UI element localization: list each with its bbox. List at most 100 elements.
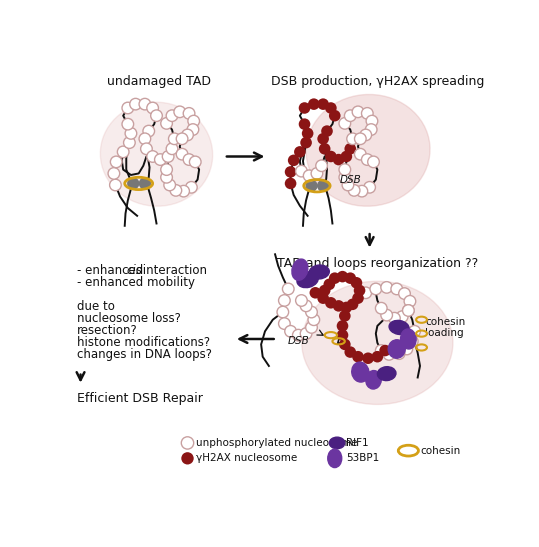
Circle shape bbox=[166, 110, 178, 121]
Text: due to: due to bbox=[77, 300, 115, 313]
Circle shape bbox=[299, 102, 310, 114]
Circle shape bbox=[188, 115, 199, 127]
Ellipse shape bbox=[328, 449, 342, 468]
Circle shape bbox=[409, 325, 420, 337]
Circle shape bbox=[161, 118, 172, 129]
Circle shape bbox=[344, 346, 356, 358]
Circle shape bbox=[360, 129, 371, 141]
Circle shape bbox=[356, 185, 368, 197]
Circle shape bbox=[151, 110, 162, 121]
Circle shape bbox=[321, 125, 333, 137]
Circle shape bbox=[339, 310, 351, 322]
Circle shape bbox=[344, 110, 356, 121]
Text: resection?: resection? bbox=[77, 324, 137, 337]
Ellipse shape bbox=[377, 366, 396, 381]
Circle shape bbox=[282, 283, 294, 295]
Circle shape bbox=[339, 172, 351, 183]
Circle shape bbox=[325, 102, 337, 114]
Text: histone modifications?: histone modifications? bbox=[77, 336, 210, 349]
Circle shape bbox=[161, 172, 172, 183]
Circle shape bbox=[399, 288, 410, 299]
Circle shape bbox=[391, 283, 403, 295]
Circle shape bbox=[130, 98, 141, 110]
Circle shape bbox=[182, 129, 194, 141]
Text: DSB: DSB bbox=[340, 174, 362, 184]
Text: - enhanced mobility: - enhanced mobility bbox=[77, 276, 195, 289]
Circle shape bbox=[317, 98, 329, 110]
Ellipse shape bbox=[302, 281, 453, 404]
Circle shape bbox=[354, 284, 365, 296]
Circle shape bbox=[181, 452, 194, 464]
Ellipse shape bbox=[400, 329, 416, 349]
Circle shape bbox=[183, 108, 195, 119]
Circle shape bbox=[362, 352, 374, 364]
Circle shape bbox=[294, 146, 306, 158]
Circle shape bbox=[381, 310, 392, 321]
Circle shape bbox=[381, 282, 392, 293]
Circle shape bbox=[316, 160, 327, 172]
Circle shape bbox=[187, 124, 199, 135]
Ellipse shape bbox=[329, 437, 345, 449]
Circle shape bbox=[123, 137, 135, 148]
Circle shape bbox=[299, 118, 310, 130]
Circle shape bbox=[155, 154, 166, 165]
Circle shape bbox=[404, 295, 416, 307]
Circle shape bbox=[341, 301, 352, 313]
Ellipse shape bbox=[297, 272, 319, 288]
Circle shape bbox=[308, 98, 320, 110]
Circle shape bbox=[319, 143, 330, 155]
Text: nucleosome loss?: nucleosome loss? bbox=[77, 312, 181, 325]
Circle shape bbox=[311, 168, 323, 179]
Circle shape bbox=[139, 133, 151, 144]
Circle shape bbox=[176, 133, 188, 144]
Circle shape bbox=[185, 182, 197, 193]
Circle shape bbox=[128, 178, 139, 189]
Circle shape bbox=[279, 295, 290, 306]
Ellipse shape bbox=[292, 259, 308, 280]
Circle shape bbox=[393, 348, 405, 359]
Circle shape bbox=[366, 115, 378, 127]
Circle shape bbox=[277, 306, 289, 318]
Circle shape bbox=[323, 278, 335, 290]
Circle shape bbox=[339, 164, 351, 176]
Circle shape bbox=[147, 151, 158, 162]
Circle shape bbox=[118, 146, 129, 158]
Circle shape bbox=[300, 137, 312, 148]
Circle shape bbox=[319, 284, 330, 296]
Circle shape bbox=[352, 106, 364, 118]
Circle shape bbox=[352, 351, 364, 363]
Circle shape bbox=[339, 118, 351, 129]
Circle shape bbox=[306, 181, 317, 191]
Text: RIF1: RIF1 bbox=[347, 438, 369, 448]
Circle shape bbox=[339, 339, 351, 350]
Ellipse shape bbox=[100, 102, 213, 206]
Circle shape bbox=[295, 295, 307, 306]
Circle shape bbox=[337, 320, 348, 331]
Circle shape bbox=[370, 283, 382, 295]
Text: changes in DNA loops?: changes in DNA loops? bbox=[77, 348, 212, 361]
Circle shape bbox=[189, 156, 201, 168]
Circle shape bbox=[347, 299, 358, 310]
Circle shape bbox=[389, 312, 400, 324]
Circle shape bbox=[401, 343, 413, 355]
Circle shape bbox=[141, 143, 152, 155]
Circle shape bbox=[406, 335, 418, 347]
Circle shape bbox=[108, 168, 120, 179]
Circle shape bbox=[344, 143, 356, 155]
Circle shape bbox=[295, 165, 307, 177]
Circle shape bbox=[348, 184, 360, 196]
Text: cohesin
loading: cohesin loading bbox=[425, 317, 466, 338]
Circle shape bbox=[371, 351, 383, 363]
Text: unphosphorylated nucleosome: unphosphorylated nucleosome bbox=[196, 438, 357, 448]
Circle shape bbox=[379, 345, 391, 356]
Circle shape bbox=[317, 181, 329, 191]
Circle shape bbox=[403, 305, 414, 316]
Circle shape bbox=[122, 118, 134, 130]
Ellipse shape bbox=[352, 362, 369, 382]
Circle shape bbox=[337, 329, 348, 341]
Circle shape bbox=[147, 102, 158, 114]
Circle shape bbox=[302, 127, 314, 139]
Circle shape bbox=[376, 345, 387, 356]
Circle shape bbox=[122, 102, 134, 114]
Circle shape bbox=[162, 151, 174, 162]
